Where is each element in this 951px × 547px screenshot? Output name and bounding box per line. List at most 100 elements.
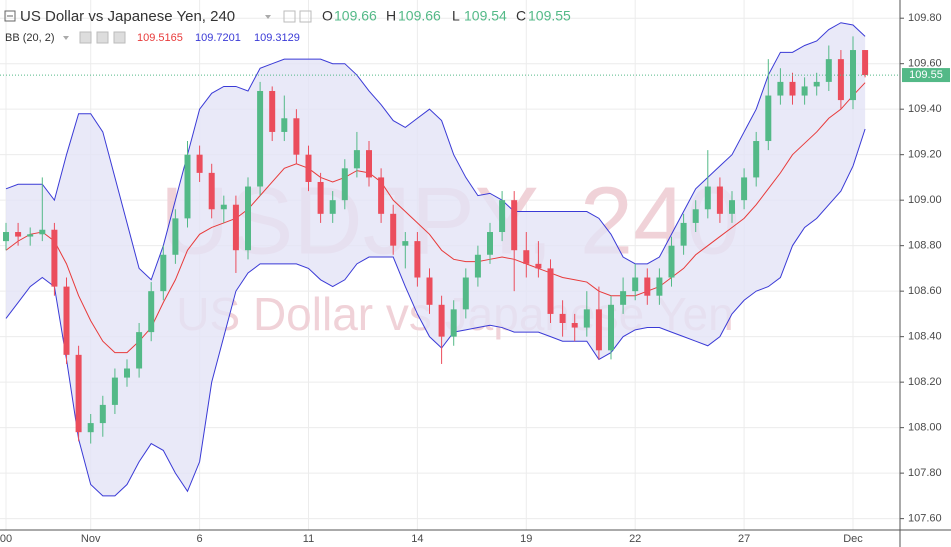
- candle-body: [438, 304, 445, 337]
- candle-body: [220, 204, 227, 210]
- candle-body: [487, 232, 493, 255]
- ohlc-label: H: [386, 8, 396, 24]
- candle-body: [87, 423, 94, 433]
- candle-body: [741, 177, 748, 201]
- title-caret: [265, 15, 271, 19]
- last-price-tag: [902, 68, 950, 83]
- x-tick-label: 27: [738, 533, 750, 545]
- ohlc-label: C: [516, 8, 526, 24]
- y-tick-label: 107.60: [908, 513, 942, 525]
- y-tick-label: 107.80: [908, 467, 942, 479]
- candle-body: [813, 81, 820, 87]
- candle-body: [777, 81, 784, 96]
- candle-body: [680, 222, 687, 246]
- candle-body: [317, 181, 324, 214]
- candle-body: [656, 277, 663, 296]
- candle-body: [3, 232, 9, 242]
- candle-body: [111, 377, 118, 405]
- x-tick-label: 22: [629, 533, 641, 545]
- x-tick-label: 11: [303, 533, 314, 545]
- candle-body: [245, 186, 251, 251]
- ohlc-value: 109.55: [528, 8, 571, 24]
- candle-body: [474, 254, 481, 278]
- candle-body: [305, 154, 312, 182]
- candle-body: [160, 254, 167, 292]
- candle-body: [39, 229, 46, 235]
- candle-body: [196, 154, 203, 173]
- ohlc-value: 109.66: [334, 8, 377, 24]
- candle-body: [136, 332, 143, 369]
- candle-body: [402, 241, 409, 246]
- candle-body: [293, 118, 300, 155]
- y-tick-label: 108.00: [908, 422, 942, 434]
- candle-body: [511, 200, 518, 251]
- candle-body: [414, 241, 421, 278]
- candle-body: [608, 304, 614, 351]
- x-tick-label: Nov: [81, 533, 101, 545]
- candle-body: [27, 234, 34, 237]
- candle-body: [329, 200, 336, 214]
- indicator-value: 109.5165: [137, 32, 183, 44]
- y-tick-label: 108.40: [908, 331, 942, 343]
- candle-body: [825, 59, 832, 82]
- candle-body: [390, 213, 397, 246]
- collapse-icon: [4, 10, 16, 22]
- y-tick-label: 109.40: [908, 103, 942, 115]
- indicator-icon: [79, 31, 92, 44]
- y-tick-label: 109.00: [908, 194, 942, 206]
- x-tick-label: Dec: [843, 533, 863, 545]
- x-tick-label: 00: [0, 533, 12, 545]
- candle-body: [51, 229, 58, 287]
- candle-body: [124, 368, 130, 378]
- candle-body: [632, 277, 639, 292]
- indicator-icon: [113, 31, 126, 44]
- candle-body: [148, 291, 155, 333]
- ohlc-label: O: [322, 8, 333, 24]
- bb-upper-line: [5, 22, 866, 281]
- title-icon: [299, 10, 312, 23]
- candle-body: [75, 354, 82, 433]
- candle-body: [366, 150, 372, 178]
- candle-body: [837, 59, 844, 101]
- ohlc-label: L: [452, 8, 460, 24]
- indicator-icon: [96, 31, 109, 44]
- candle-body: [426, 277, 433, 305]
- candle-body: [63, 286, 70, 355]
- candle-body: [353, 150, 360, 169]
- candle-body: [523, 250, 530, 264]
- chart-title: US Dollar vs Japanese Yen, 240: [20, 8, 235, 25]
- y-tick-label: 109.20: [908, 149, 942, 161]
- candle-body: [499, 200, 506, 233]
- y-tick-label: 108.80: [908, 240, 942, 252]
- candle-body: [753, 141, 760, 178]
- candle-body: [583, 309, 590, 328]
- indicator-value: 109.7201: [195, 32, 241, 44]
- candle-body: [801, 86, 808, 96]
- x-tick-label: 19: [520, 533, 532, 545]
- y-tick-label: 109.60: [908, 58, 942, 70]
- candle-body: [378, 177, 385, 214]
- candle-body: [535, 263, 542, 269]
- candle-body: [341, 168, 348, 201]
- candle-body: [184, 154, 191, 219]
- candle-body: [257, 90, 264, 187]
- band-fill: [6, 22, 866, 496]
- candle-body: [99, 404, 106, 424]
- ohlc-value: 109.54: [464, 8, 507, 24]
- y-tick-label: 109.80: [908, 12, 942, 24]
- candle-body: [450, 309, 457, 337]
- candle-body: [668, 245, 675, 278]
- x-tick-label: 6: [197, 533, 203, 545]
- bb-lower-line: [5, 128, 866, 497]
- candle-body: [172, 218, 179, 255]
- candle-body: [765, 95, 772, 142]
- candle-body: [571, 323, 578, 328]
- indicator-label: BB (20, 2): [5, 32, 55, 44]
- candle-body: [559, 313, 566, 324]
- candle-body: [716, 186, 723, 214]
- title-icon: [283, 10, 296, 23]
- candle-body: [232, 204, 239, 251]
- indicator-caret: [63, 36, 69, 40]
- candle-body: [547, 268, 554, 314]
